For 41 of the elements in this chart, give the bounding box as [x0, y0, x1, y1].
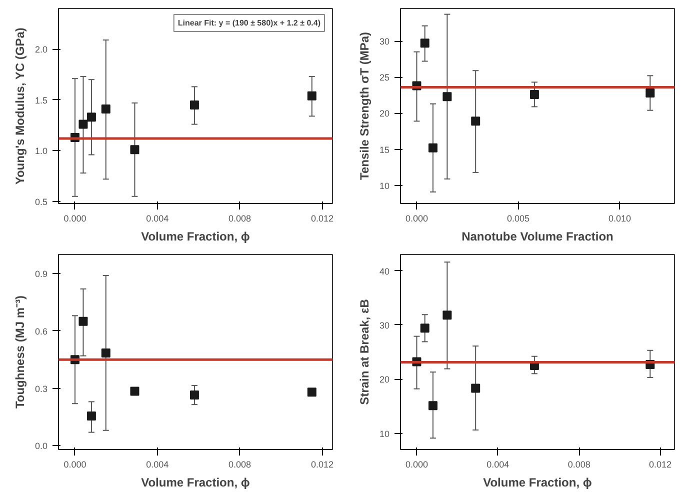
x-tick-label: 0.004	[146, 214, 169, 224]
x-tick-label: 0.000	[405, 460, 428, 470]
y-axis-title: Tensile Strength σT (MPa)	[357, 32, 372, 180]
y-tick-label: 25	[379, 72, 390, 83]
y-tick-label: 20	[379, 108, 390, 119]
y-tick-label: 2.0	[34, 44, 48, 55]
x-axis-title: Volume Fraction, ϕ	[483, 476, 592, 490]
y-tick-label: 0.3	[34, 384, 48, 394]
y-axis-title: Toughness (MJ m⁻³)	[12, 295, 27, 409]
x-tick-label: 0.000	[405, 214, 428, 224]
x-tick-label: 0.008	[228, 214, 252, 224]
y-tick-label: 15	[379, 144, 390, 155]
x-tick-label: 0.004	[486, 460, 510, 470]
y-tick-label: 10	[379, 428, 390, 439]
y-tick-label: 1.0	[34, 146, 48, 156]
x-tick-label: 0.008	[568, 460, 590, 470]
y-tick-label: 1.5	[34, 95, 48, 106]
x-tick-label: 0.010	[608, 214, 631, 224]
y-tick-label: 40	[379, 266, 390, 276]
y-tick-label: 10	[379, 180, 390, 191]
annotation: Linear Fit: y = (190 ± 580)x + 1.2 ± 0.4)	[178, 18, 321, 28]
x-tick-label: 0.000	[64, 460, 86, 470]
x-axis-title: Nanotube Volume Fraction	[462, 230, 614, 244]
y-tick-label: 0.0	[34, 441, 48, 452]
y-tick-label: 30	[379, 320, 390, 330]
y-tick-label: 0.6	[34, 326, 48, 336]
x-tick-label: 0.008	[228, 460, 252, 470]
y-axis-title: Young's Modulus, YC (GPa)	[12, 28, 27, 185]
y-tick-label: 30	[379, 36, 390, 46]
x-tick-label: 0.004	[146, 460, 169, 470]
y-tick-label: 20	[379, 374, 390, 385]
x-tick-label: 0.005	[506, 214, 530, 224]
x-tick-label: 0.012	[649, 460, 672, 470]
x-tick-label: 0.012	[310, 214, 334, 224]
y-tick-label: 0.5	[34, 196, 48, 207]
x-tick-label: 0.000	[64, 214, 86, 224]
x-axis-title: Volume Fraction, ϕ	[141, 230, 250, 244]
y-axis-title: Strain at Break, εB	[357, 298, 372, 405]
x-tick-label: 0.012	[310, 460, 334, 470]
y-tick-label: 0.9	[34, 269, 48, 280]
x-axis-title: Volume Fraction, ϕ	[141, 476, 250, 490]
